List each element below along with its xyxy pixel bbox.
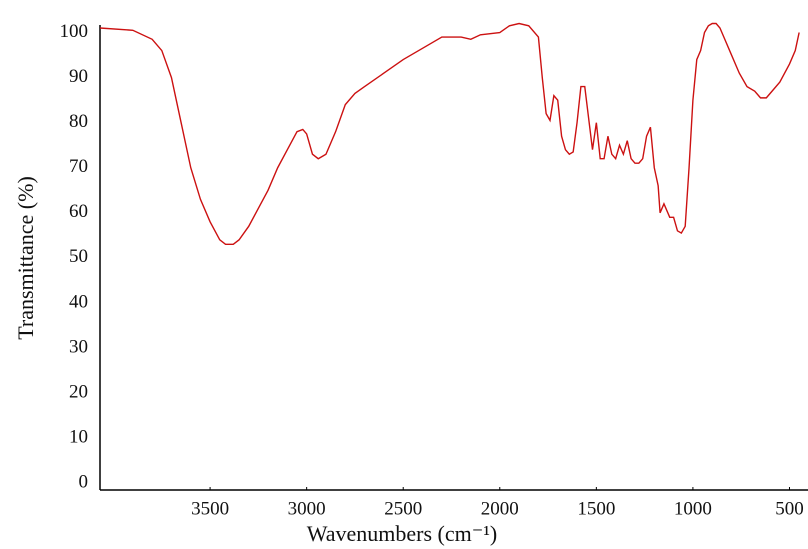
y-axis-label: Transmittance (%) [13, 176, 38, 340]
spectrum-line [99, 22, 800, 246]
y-tick-label: 100 [60, 21, 89, 42]
x-tick-label: 3500 [191, 498, 229, 519]
x-tick-label: 500 [775, 498, 804, 519]
y-tick-label: 70 [69, 156, 88, 177]
y-tick-label: 0 [79, 472, 89, 493]
y-tick-label: 10 [69, 427, 88, 448]
y-tick-label: 50 [69, 246, 88, 267]
y-tick-label: 80 [69, 111, 88, 132]
x-tick-label: 3000 [288, 498, 326, 519]
y-tick-label: 90 [69, 66, 88, 87]
x-axis-label: Wavenumbers (cm⁻¹) [307, 521, 498, 546]
x-tick-label: 2000 [481, 498, 519, 519]
x-tick-label: 1000 [674, 498, 712, 519]
y-tick-label: 40 [69, 291, 88, 312]
x-tick-label: 2500 [384, 498, 422, 519]
y-tick-label: 30 [69, 336, 88, 357]
x-tick-label: 1500 [577, 498, 615, 519]
y-tick-label: 60 [69, 201, 88, 222]
y-tick-label: 20 [69, 381, 88, 402]
